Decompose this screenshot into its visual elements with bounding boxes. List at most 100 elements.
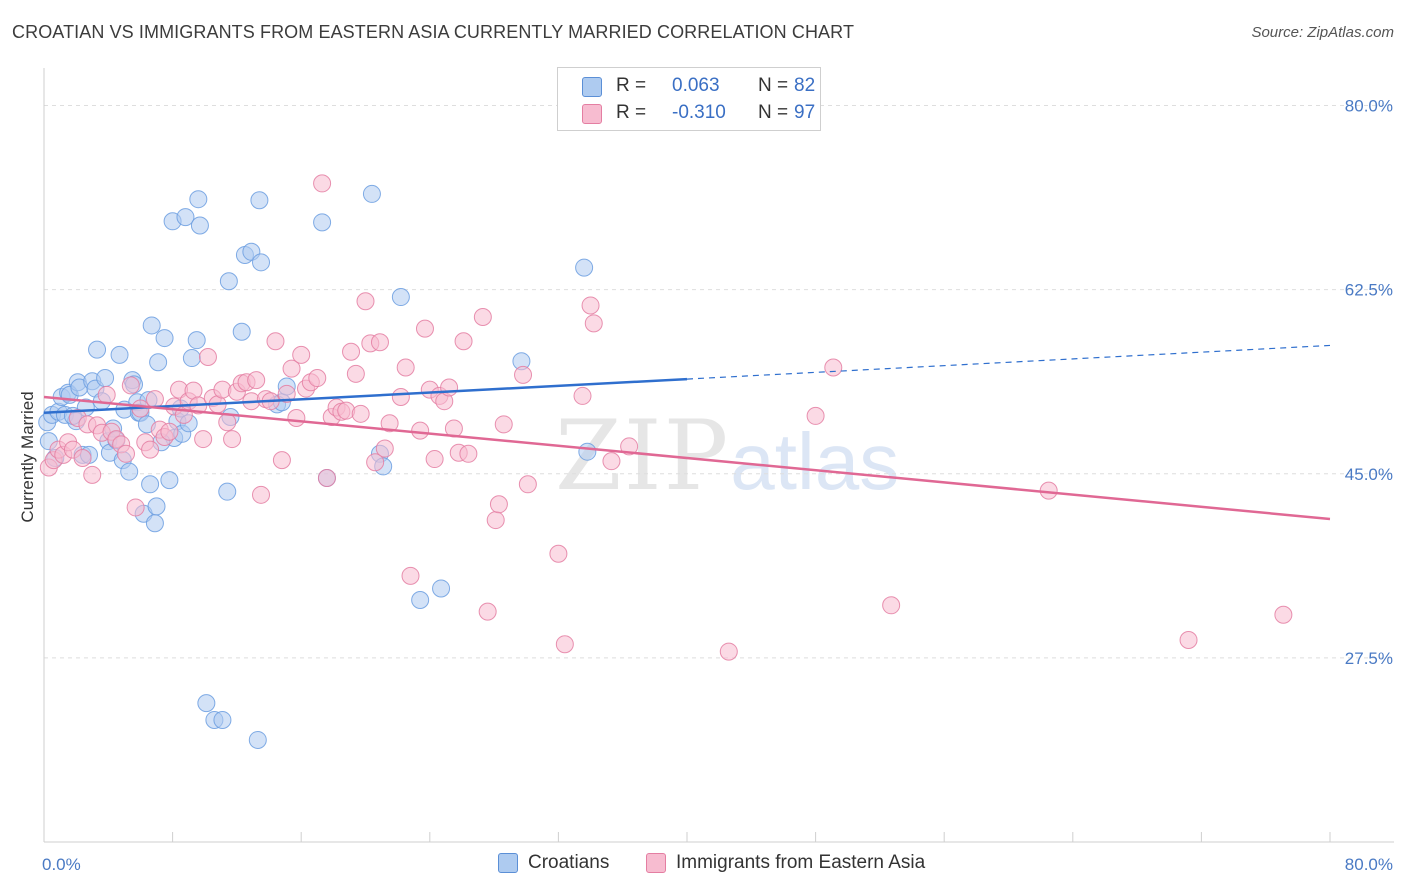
- data-point: [366, 453, 385, 472]
- data-point: [380, 414, 399, 433]
- data-point: [518, 475, 537, 494]
- data-point: [198, 348, 217, 367]
- data-point: [313, 213, 332, 232]
- data-point: [176, 208, 195, 227]
- data-point: [415, 319, 434, 338]
- bottom-legend-swatch-eastern-asia: [646, 853, 666, 873]
- y-tick-label: 45.0%: [1345, 465, 1393, 484]
- data-point: [620, 437, 639, 456]
- trend-lines: [43, 344, 1331, 521]
- data-point: [252, 253, 271, 272]
- data-point: [473, 308, 492, 327]
- data-point: [454, 332, 473, 351]
- data-point: [313, 174, 332, 193]
- data-point: [362, 184, 381, 203]
- legend-n-value: 97: [794, 102, 816, 123]
- data-point: [375, 439, 394, 458]
- data-point: [248, 730, 267, 749]
- data-point: [160, 422, 179, 441]
- data-point: [351, 404, 370, 423]
- data-point: [401, 566, 420, 585]
- data-point: [425, 450, 444, 469]
- data-point: [282, 359, 301, 378]
- legend-n-label: N =: [758, 102, 789, 123]
- legend-n-label: N =: [758, 75, 789, 96]
- legend-swatch-eastern-asia: [582, 104, 602, 124]
- data-point: [578, 442, 597, 461]
- data-point: [110, 345, 129, 364]
- data-point: [247, 371, 266, 390]
- data-point: [252, 485, 271, 504]
- y-axis-label: Currently Married: [18, 391, 37, 522]
- tick-labels: 27.5% 45.0% 62.5% 80.0% 0.0% 80.0%: [42, 97, 1393, 874]
- data-point: [272, 451, 291, 470]
- data-point: [411, 421, 430, 440]
- data-point: [189, 190, 208, 209]
- data-point: [806, 406, 825, 425]
- data-point: [584, 314, 603, 333]
- data-point: [126, 498, 145, 517]
- data-point: [219, 272, 238, 291]
- data-point: [160, 471, 179, 490]
- series-croatians-points: [38, 184, 597, 749]
- data-point: [88, 340, 107, 359]
- y-tick-label: 27.5%: [1345, 649, 1393, 668]
- data-point: [96, 369, 115, 388]
- axes: [43, 68, 1394, 843]
- data-point: [824, 358, 843, 377]
- data-point: [346, 364, 365, 383]
- bottom-legend-label-eastern-asia: Immigrants from Eastern Asia: [676, 852, 926, 873]
- data-point: [223, 430, 242, 449]
- legend-swatch-croatians: [582, 77, 602, 97]
- data-point: [120, 462, 139, 481]
- data-point: [581, 296, 600, 315]
- data-point: [277, 384, 296, 403]
- data-point: [489, 495, 508, 514]
- data-point: [514, 365, 533, 384]
- y-tick-label: 62.5%: [1345, 281, 1393, 300]
- data-point: [182, 349, 201, 368]
- chart-title: CROATIAN VS IMMIGRANTS FROM EASTERN ASIA…: [12, 22, 855, 42]
- data-point: [190, 216, 209, 235]
- data-point: [83, 465, 102, 484]
- data-point: [97, 385, 116, 404]
- legend-r-value: 0.063: [672, 75, 720, 96]
- legend-r-label: R =: [616, 102, 647, 123]
- data-point: [292, 345, 311, 364]
- watermark-atlas: atlas: [730, 417, 900, 506]
- data-point: [719, 642, 738, 661]
- data-point: [478, 602, 497, 621]
- data-point: [218, 413, 237, 432]
- data-point: [342, 342, 361, 361]
- data-point: [573, 386, 592, 405]
- data-point: [1274, 605, 1293, 624]
- data-point: [155, 329, 174, 348]
- data-point: [882, 596, 901, 615]
- y-tick-label: 80.0%: [1345, 97, 1393, 116]
- data-point: [213, 710, 232, 729]
- data-point: [555, 635, 574, 654]
- data-point: [250, 191, 269, 210]
- data-point: [317, 468, 336, 487]
- data-point: [432, 579, 451, 598]
- data-point: [396, 358, 415, 377]
- data-point: [121, 376, 140, 395]
- data-point: [494, 415, 513, 434]
- data-point: [575, 258, 594, 277]
- data-point: [440, 378, 459, 397]
- data-point: [411, 591, 430, 610]
- data-point: [116, 444, 135, 463]
- data-point: [232, 322, 251, 341]
- x-tick-label-min: 0.0%: [42, 855, 81, 874]
- data-point: [194, 430, 213, 449]
- x-tick-label-max: 80.0%: [1345, 855, 1393, 874]
- data-point: [141, 440, 160, 459]
- data-point: [187, 331, 206, 350]
- data-point: [370, 333, 389, 352]
- data-point: [141, 475, 160, 494]
- legend-n-value: 82: [794, 75, 816, 96]
- bottom-legend-label-croatians: Croatians: [528, 852, 610, 873]
- legend: R = 0.063 N = 82 R = -0.310 N = 97: [557, 67, 821, 131]
- data-point: [356, 292, 375, 311]
